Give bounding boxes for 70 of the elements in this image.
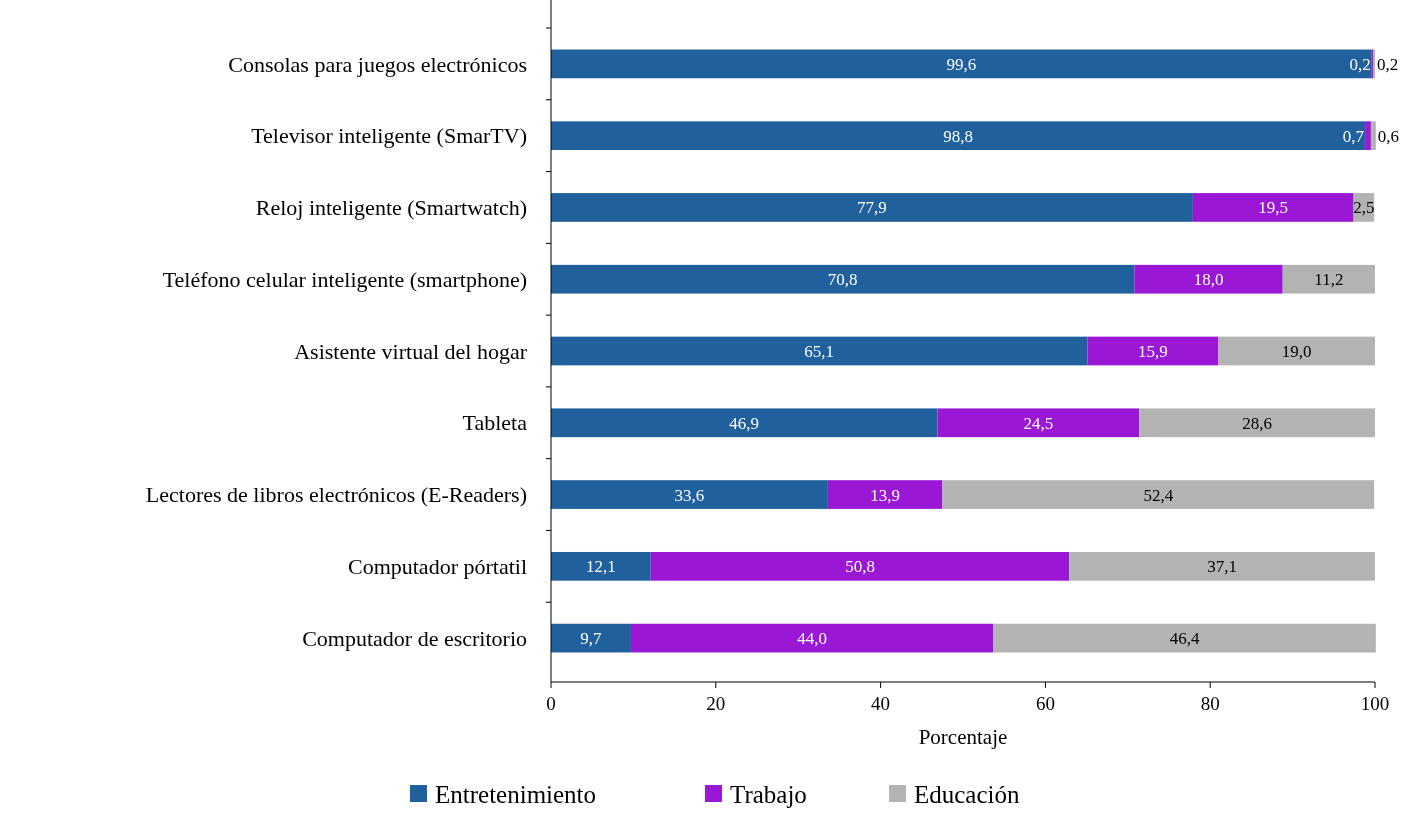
bar — [630, 623, 994, 653]
x-tick-label: 80 — [1200, 693, 1220, 714]
y-tick-label: Tableta — [462, 410, 528, 436]
data-label: 0,2 — [1377, 54, 1399, 74]
y-tick-label: Consolas para juegos electrónicos — [228, 51, 527, 77]
bar — [551, 121, 1366, 151]
bar — [551, 480, 828, 509]
data-label: 19,0 — [1281, 341, 1312, 361]
bar — [993, 623, 1376, 653]
data-label: 44,0 — [797, 629, 828, 649]
y-tick-label: Lectores de libros electrónicos (E-Readers) — [145, 482, 527, 508]
data-label: 37,1 — [1207, 557, 1238, 577]
bar — [942, 480, 1375, 509]
bar — [1365, 121, 1371, 151]
bar — [551, 336, 1088, 366]
legend-label: Educación — [914, 780, 1021, 808]
data-label: 50,8 — [845, 557, 875, 577]
data-label: 9,7 — [580, 629, 603, 649]
data-label: 46,4 — [1169, 629, 1201, 649]
x-axis-title: Porcentaje — [918, 725, 1008, 749]
bar — [551, 623, 631, 653]
data-label: 18,0 — [1193, 270, 1224, 290]
data-label: 98,8 — [943, 126, 973, 146]
bar — [1087, 336, 1219, 366]
data-label: 2,5 — [1353, 198, 1375, 218]
data-label: 11,2 — [1314, 270, 1344, 290]
bar — [1192, 193, 1354, 222]
bar — [1370, 121, 1376, 151]
legend-label: Entretenimiento — [435, 780, 597, 808]
data-label: 0,7 — [1342, 126, 1365, 146]
data-label: 70,8 — [827, 270, 858, 290]
y-tick-label: Asistente virtual del hogar — [294, 338, 528, 364]
data-label: 19,5 — [1258, 198, 1289, 218]
data-label: 46,9 — [729, 413, 760, 433]
data-label: 77,9 — [857, 198, 887, 218]
x-tick-label: 100 — [1360, 693, 1390, 714]
data-label: 99,6 — [946, 54, 977, 74]
data-label: 33,6 — [674, 485, 705, 505]
bar — [937, 408, 1140, 438]
data-label: 12,1 — [585, 557, 616, 577]
data-label: 24,5 — [1023, 413, 1054, 433]
y-tick-label: Televisor inteligente (SmarTV) — [251, 123, 527, 149]
legend-label: Trabajo — [730, 780, 807, 808]
x-tick-label: 40 — [871, 693, 891, 714]
data-label: 0,6 — [1377, 126, 1400, 146]
bar — [1218, 336, 1375, 366]
data-label: 13,9 — [870, 485, 901, 505]
bar — [1134, 264, 1283, 294]
data-label: 52,4 — [1143, 485, 1174, 505]
bar — [650, 551, 1070, 581]
y-tick-label: Reloj inteligente (Smartwatch) — [255, 195, 527, 221]
bar — [551, 551, 651, 581]
x-tick-label: 0 — [546, 693, 556, 714]
y-tick-label: Computador pórtatil — [347, 554, 527, 580]
data-label: 0,2 — [1349, 54, 1371, 74]
bar — [551, 408, 938, 438]
bar — [827, 480, 943, 509]
bar — [551, 49, 1372, 79]
x-tick-label: 20 — [706, 693, 726, 714]
bar — [1139, 408, 1375, 438]
data-label: 15,9 — [1138, 341, 1168, 361]
data-label: 65,1 — [804, 341, 835, 361]
bar — [1069, 551, 1375, 581]
bar — [551, 264, 1135, 294]
bar — [551, 193, 1193, 222]
bar — [1282, 264, 1375, 294]
y-tick-label: Teléfono celular inteligente (smartphone) — [162, 266, 527, 292]
x-tick-label: 60 — [1035, 693, 1055, 714]
y-tick-label: Computador de escritorio — [302, 625, 527, 651]
data-label: 28,6 — [1242, 413, 1273, 433]
